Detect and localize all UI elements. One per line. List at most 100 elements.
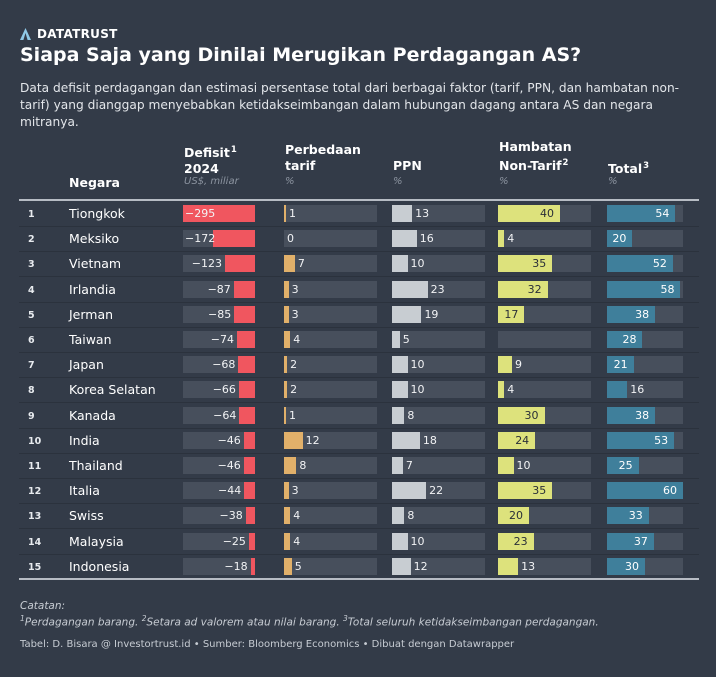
unit-deficit: US$, miliar (184, 176, 239, 187)
deficit-track: −44 (183, 482, 255, 500)
row-rank: 12 (28, 486, 42, 498)
nontariff-bar (498, 305, 525, 323)
total-value: 38 (635, 307, 650, 321)
total-value: 37 (633, 534, 648, 548)
vat-value: 19 (424, 307, 439, 321)
deficit-bar (238, 356, 255, 374)
total-track: 53 (607, 431, 683, 449)
total-value: 33 (628, 509, 643, 523)
table-row: 10 India −46 12 18 24 53 (19, 428, 699, 454)
table-row: 13 Swiss −38 4 8 20 33 (19, 503, 699, 530)
vat-value: 12 (413, 559, 428, 573)
deficit-bar (239, 406, 255, 424)
notes-label: Catatan: (20, 600, 66, 612)
header-deficit: Defisit1 2024 (184, 145, 237, 176)
row-rank: 6 (28, 335, 35, 346)
total-value: 54 (655, 207, 670, 220)
nontariff-value: 17 (504, 307, 519, 321)
deficit-bar (243, 431, 255, 449)
total-bar (607, 507, 649, 525)
tariff-value: 2 (290, 383, 298, 397)
unit-tariff: % (285, 176, 295, 187)
nontariff-track: 30 (498, 406, 591, 424)
nontariff-track: 9 (498, 356, 591, 374)
total-value: 16 (630, 383, 645, 397)
vat-bar (392, 356, 408, 374)
total-bar (607, 356, 634, 374)
source-credit: Tabel: D. Bisara @ Investortrust.id • Su… (20, 639, 515, 650)
total-track: 54 (607, 205, 683, 222)
deficit-value: −64 (213, 408, 237, 422)
chart-subtitle: Data defisit perdagangan dan estimasi pe… (20, 81, 680, 129)
tariff-value: 1 (289, 207, 296, 220)
deficit-value: −44 (218, 484, 242, 498)
total-value: 60 (663, 484, 677, 498)
nontariff-track: 35 (498, 482, 591, 500)
tariff-track: 8 (284, 457, 377, 474)
chart-title: Siapa Saja yang Dinilai Merugikan Perdag… (20, 44, 582, 66)
notes-text: 1Perdagangan barang. 2Setara ad valorem … (20, 614, 599, 629)
tariff-bar (284, 532, 291, 550)
total-bar (607, 457, 639, 474)
deficit-track: −25 (183, 532, 255, 550)
row-rank: 5 (28, 309, 35, 321)
vat-value: 16 (419, 232, 434, 246)
vat-bar (392, 381, 408, 399)
deficit-value: −46 (217, 433, 241, 447)
nontariff-bar (498, 457, 514, 474)
total-bar (607, 431, 675, 449)
tariff-track: 3 (284, 280, 377, 298)
tariff-bar (284, 305, 289, 323)
header-country: Negara (69, 175, 120, 190)
vat-bar (392, 557, 411, 575)
row-country: Italia (69, 483, 100, 499)
deficit-bar (238, 381, 255, 399)
total-track: 60 (607, 482, 683, 500)
vat-value: 8 (407, 509, 415, 523)
brand-name: DATATRUST (37, 27, 118, 41)
vat-bar (392, 305, 422, 323)
deficit-value: −18 (224, 559, 248, 573)
nontariff-bar (498, 255, 553, 273)
nontariff-bar (498, 205, 560, 222)
row-rank: 9 (28, 410, 35, 422)
nontariff-track (498, 331, 591, 348)
table-row: 1 Tiongkok −295 1 13 40 54 (19, 201, 699, 227)
deficit-bar (243, 457, 255, 474)
tariff-track: 4 (284, 331, 377, 348)
row-rank: 3 (28, 259, 35, 271)
nontariff-value: 4 (507, 383, 515, 397)
deficit-track: −295 (183, 205, 255, 222)
total-value: 52 (652, 257, 667, 271)
deficit-track: −38 (183, 507, 255, 525)
header-tariff: Perbedaan tarif (285, 142, 361, 173)
row-rank: 14 (28, 536, 42, 548)
deficit-value: −46 (217, 459, 241, 472)
tariff-bar (284, 482, 289, 500)
total-bar (607, 482, 683, 500)
tariff-track: 12 (284, 431, 377, 449)
total-bar (607, 331, 643, 348)
nontariff-value: 35 (532, 257, 547, 271)
tariff-bar (284, 557, 292, 575)
vat-track: 10 (392, 356, 485, 374)
tariff-value: 0 (287, 232, 294, 246)
vat-value: 23 (430, 282, 445, 296)
vat-value: 8 (407, 408, 415, 422)
tariff-value: 5 (294, 559, 302, 573)
row-country: Taiwan (69, 332, 112, 347)
nontariff-track: 32 (498, 280, 591, 298)
table-row: 4 Irlandia −87 3 23 32 58 (19, 277, 699, 303)
table-row: 9 Kanada −64 1 8 30 38 (19, 403, 699, 429)
vat-track: 10 (392, 381, 485, 399)
deficit-track: −172 (183, 230, 255, 248)
tariff-value: 3 (291, 282, 299, 296)
total-track: 20 (607, 230, 683, 248)
tariff-track: 5 (284, 557, 377, 575)
tariff-track: 1 (284, 406, 377, 424)
table-top-rule (19, 199, 699, 201)
deficit-value: −295 (185, 207, 216, 220)
row-country: Kanada (69, 407, 116, 423)
total-value: 20 (612, 232, 627, 246)
nontariff-value: 40 (540, 207, 554, 220)
